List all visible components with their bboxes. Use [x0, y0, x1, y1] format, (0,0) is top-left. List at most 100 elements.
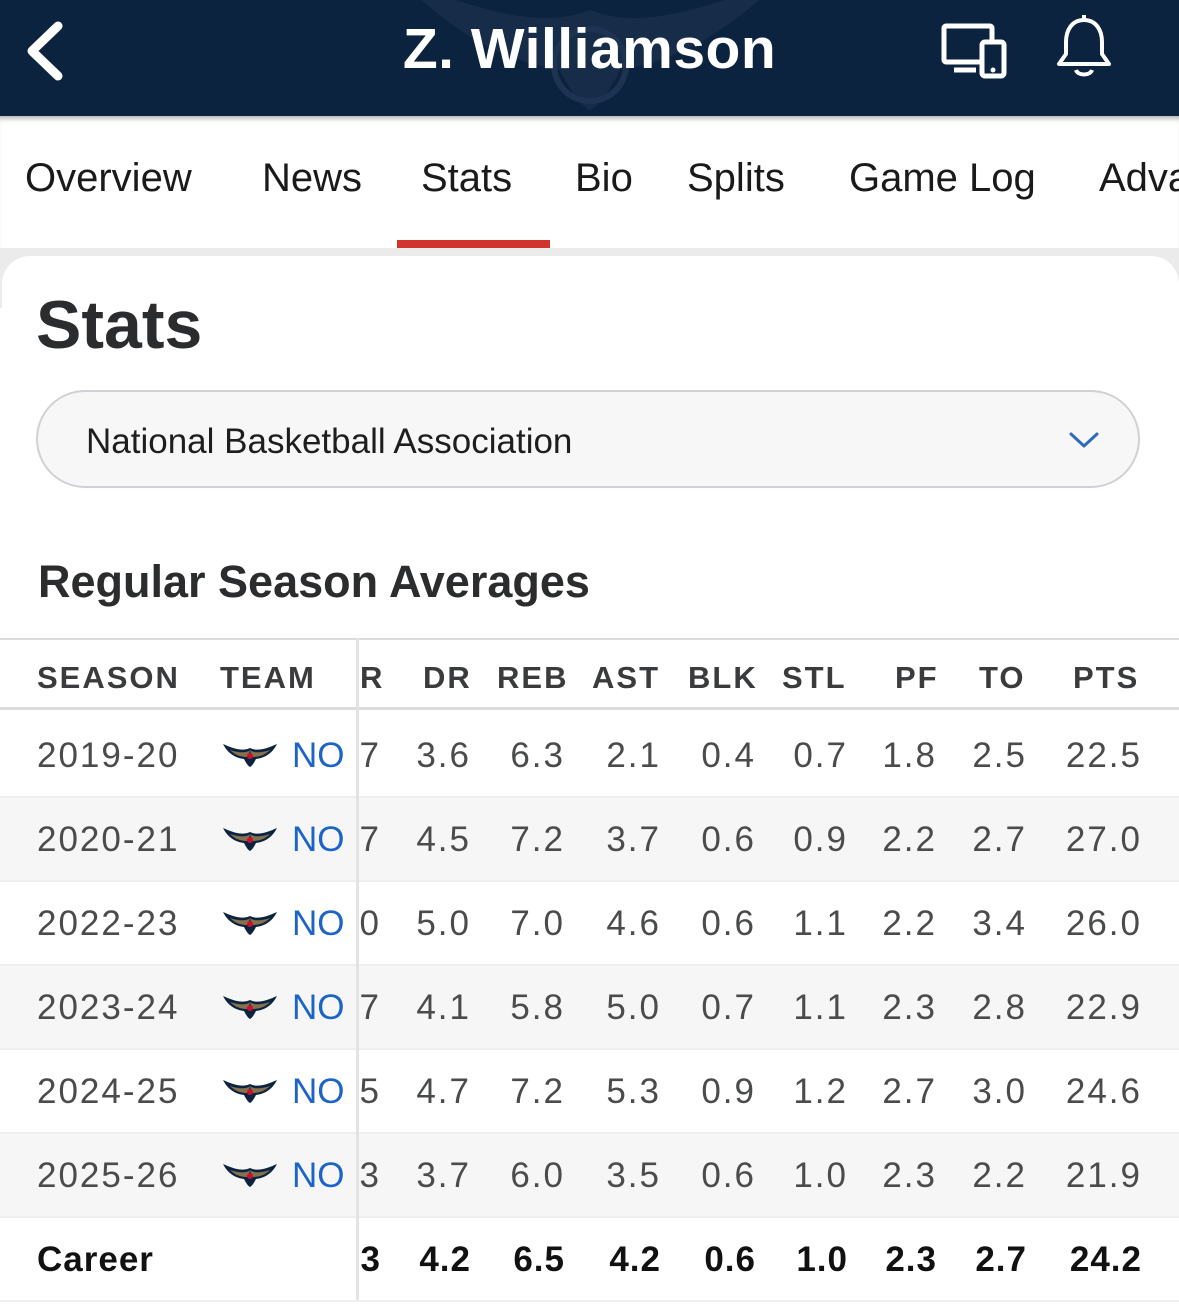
stat-cell: 4.5 — [416, 820, 471, 859]
table-row: 2020-21 NO 7 4.5 7.2 3.7 0.6 0.9 2.2 2.7 27.0 — [0, 798, 1179, 882]
column-header-ast[interactable]: AST — [592, 660, 660, 695]
column-header-r[interactable]: R — [360, 660, 385, 695]
tab-news[interactable]: News — [262, 156, 363, 200]
season-cell: 2022-23 — [37, 904, 180, 943]
team-link[interactable]: NO — [292, 736, 345, 775]
stat-cell: 5.0 — [606, 988, 661, 1027]
team-link[interactable]: NO — [292, 820, 345, 859]
stat-cell: 2.1 — [606, 736, 661, 775]
pelicans-logo-icon — [223, 1164, 277, 1187]
stat-cell: 7 — [359, 820, 381, 859]
stat-cell: 5.0 — [416, 904, 471, 943]
table-row: 2023-24 NO 7 4.1 5.8 5.0 0.7 1.1 2.3 2.8 22.9 — [0, 966, 1179, 1050]
stat-cell: 7.2 — [510, 1072, 565, 1111]
active-tab-indicator — [397, 240, 550, 248]
tab-advanced[interactable]: Adva — [1099, 156, 1179, 200]
stat-cell: 24.6 — [1065, 1072, 1142, 1111]
stat-cell: 2.5 — [972, 736, 1027, 775]
column-header-pf[interactable]: PF — [895, 660, 939, 695]
chevron-left-icon[interactable] — [22, 20, 70, 82]
stat-cell: 2.7 — [975, 1240, 1027, 1279]
stat-cell: 4.7 — [416, 1072, 471, 1111]
team-link[interactable]: NO — [292, 988, 345, 1027]
column-header-blk[interactable]: BLK — [688, 660, 758, 695]
pelicans-logo-icon — [223, 744, 277, 767]
stat-cell: 6.0 — [510, 1156, 565, 1195]
stat-cell: 0.6 — [701, 1156, 756, 1195]
stat-cell: 22.9 — [1065, 988, 1142, 1027]
tab-bio[interactable]: Bio — [575, 156, 633, 200]
stat-cell: 24.2 — [1069, 1240, 1142, 1279]
stat-cell: 7 — [359, 736, 381, 775]
stat-cell: 7.2 — [510, 820, 565, 859]
column-header-team[interactable]: TEAM — [220, 660, 316, 695]
pelicans-logo-icon — [223, 996, 277, 1019]
stat-cell: 5 — [359, 1072, 381, 1111]
column-header-reb[interactable]: REB — [497, 660, 569, 695]
stat-cell: 2.3 — [882, 1156, 937, 1195]
top-bar: Z. Williamson — [0, 0, 1179, 116]
stat-cell: 4.2 — [419, 1240, 471, 1279]
stat-cell: 2.2 — [972, 1156, 1027, 1195]
stat-cell: 2.2 — [882, 820, 937, 859]
devices-icon[interactable] — [940, 20, 1010, 80]
stat-cell: 7.0 — [510, 904, 565, 943]
stat-cell: 3.7 — [416, 1156, 471, 1195]
league-select[interactable]: National Basketball Association — [36, 390, 1140, 488]
table-row: 2019-20 NO 7 3.6 6.3 2.1 0.4 0.7 1.8 2.5 22.5 — [0, 714, 1179, 798]
tab-splits[interactable]: Splits — [687, 156, 785, 200]
stat-cell: 3.6 — [416, 736, 471, 775]
section-title: Regular Season Averages — [38, 556, 590, 607]
stat-cell: 0.4 — [701, 736, 756, 775]
stat-cell: 0.9 — [701, 1072, 756, 1111]
column-header-to[interactable]: TO — [979, 660, 1026, 695]
season-cell: 2019-20 — [37, 736, 180, 775]
stat-cell: 1.2 — [793, 1072, 848, 1111]
stat-cell: 2.2 — [882, 904, 937, 943]
career-label: Career — [37, 1240, 154, 1279]
pelicans-logo-icon — [223, 828, 277, 851]
stat-cell: 2.3 — [882, 988, 937, 1027]
table-header: SEASON TEAM R DR REB AST BLK STL PF TO P… — [0, 638, 1179, 710]
frozen-column-divider — [356, 638, 359, 1300]
season-cell: 2023-24 — [37, 988, 180, 1027]
column-header-pts[interactable]: PTS — [1073, 660, 1140, 695]
pelicans-logo-icon — [223, 1080, 277, 1103]
stat-cell: 26.0 — [1065, 904, 1142, 943]
team-link[interactable]: NO — [292, 1156, 345, 1195]
bell-icon[interactable] — [1054, 14, 1114, 80]
stat-cell: 1.1 — [793, 988, 848, 1027]
pelicans-logo-icon — [223, 912, 277, 935]
tab-stats[interactable]: Stats — [421, 156, 513, 200]
column-header-season[interactable]: SEASON — [37, 660, 180, 695]
stat-cell: 2.3 — [885, 1240, 937, 1279]
stat-cell: 5.3 — [606, 1072, 661, 1111]
stat-cell: 21.9 — [1065, 1156, 1142, 1195]
table-row: 2022-23 NO 0 5.0 7.0 4.6 0.6 1.1 2.2 3.4 26.0 — [0, 882, 1179, 966]
season-cell: 2025-26 — [37, 1156, 180, 1195]
stat-cell: 3 — [360, 1240, 381, 1279]
stat-cell: 6.3 — [510, 736, 565, 775]
stat-cell: 2.7 — [972, 820, 1027, 859]
page-header-title: Z. Williamson — [402, 17, 777, 81]
stat-cell: 5.8 — [510, 988, 565, 1027]
tab-overview[interactable]: Overview — [25, 156, 192, 200]
team-link[interactable]: NO — [292, 904, 345, 943]
stat-cell: 0.7 — [793, 736, 848, 775]
team-link[interactable]: NO — [292, 1072, 345, 1111]
season-cell: 2024-25 — [37, 1072, 180, 1111]
stat-cell: 1.0 — [793, 1156, 848, 1195]
tab-game-log[interactable]: Game Log — [849, 156, 1036, 200]
column-header-dr[interactable]: DR — [423, 660, 472, 695]
stat-cell: 4.1 — [416, 988, 471, 1027]
stat-cell: 3.4 — [972, 904, 1027, 943]
stat-cell: 0.6 — [704, 1240, 756, 1279]
page-title: Stats — [36, 287, 203, 363]
stat-cell: 4.6 — [606, 904, 661, 943]
stat-cell: 27.0 — [1065, 820, 1142, 859]
league-select-value: National Basketball Association — [86, 422, 573, 461]
column-header-stl[interactable]: STL — [782, 660, 847, 695]
stat-cell: 22.5 — [1065, 736, 1142, 775]
stat-cell: 0 — [359, 904, 381, 943]
stat-cell: 0.9 — [793, 820, 848, 859]
